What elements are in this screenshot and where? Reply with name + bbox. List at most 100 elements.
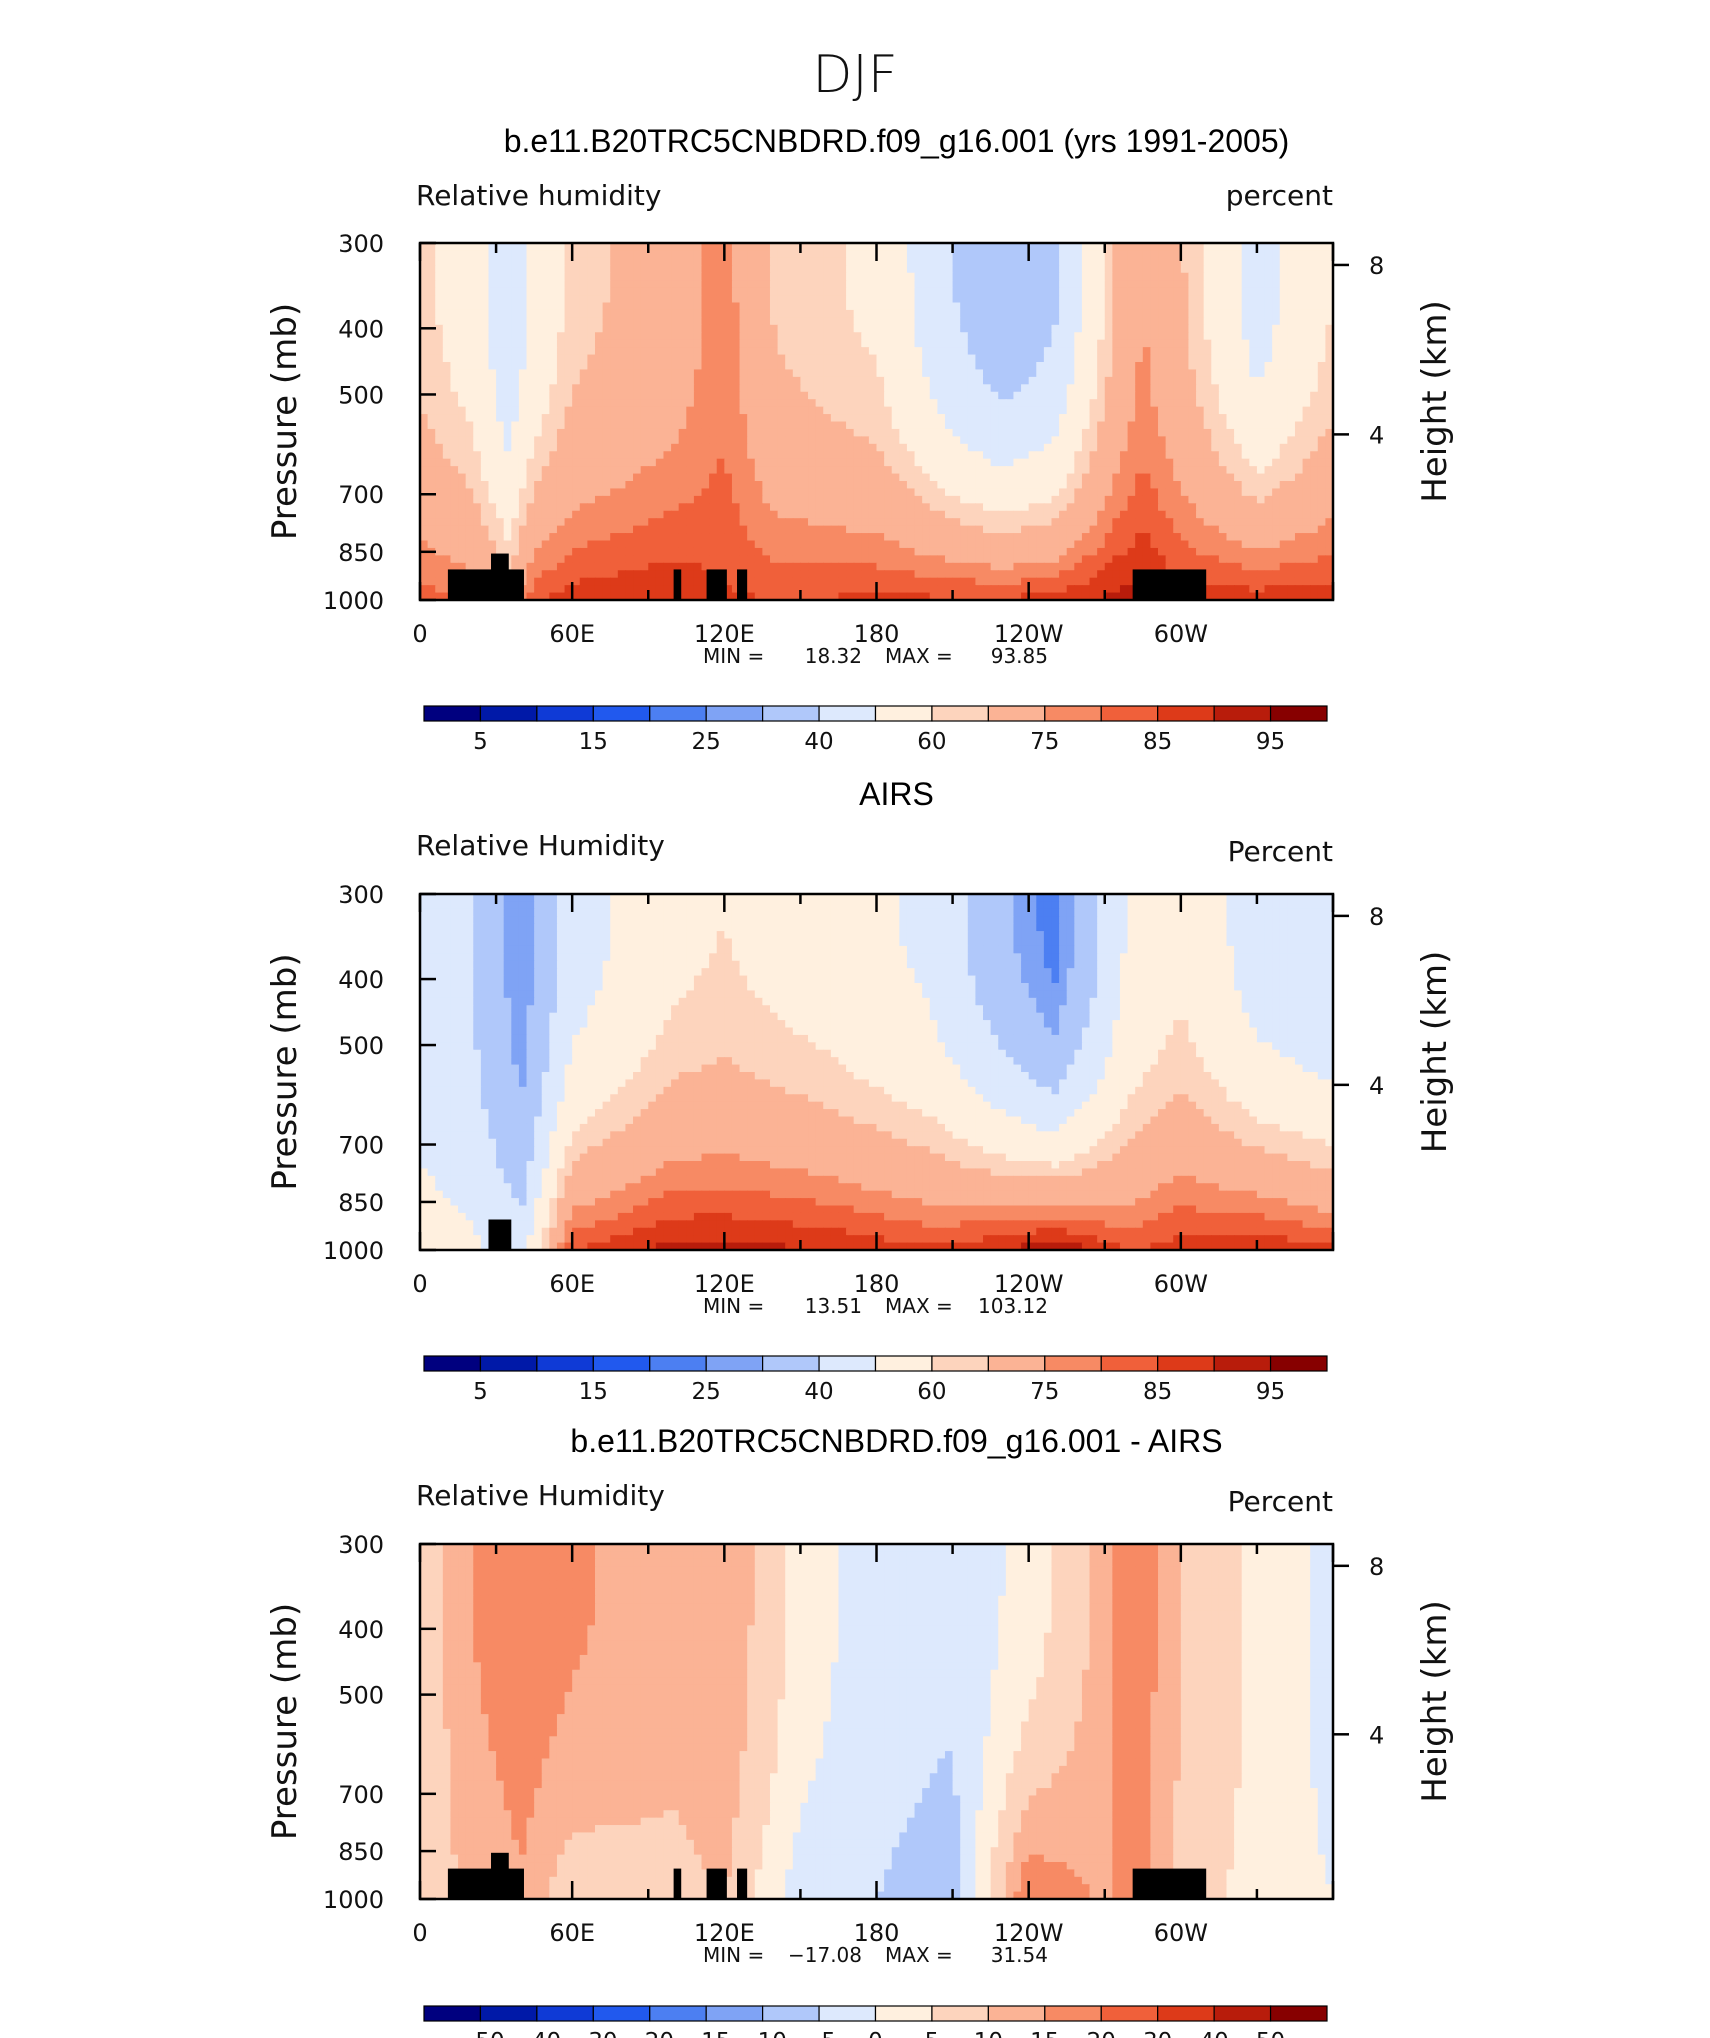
y-tick-label: 400: [338, 1616, 384, 1644]
y-tick-label: 850: [338, 1189, 384, 1217]
colorbar: 5 15 25 40 60 75 85 95: [423, 705, 1328, 755]
colorbar-swatch: [536, 1355, 594, 1372]
x-tick-label: 60E: [549, 1270, 595, 1298]
y-tick-label: 300: [338, 230, 384, 258]
colorbar-swatch: [479, 2005, 538, 2022]
min-label: MIN =: [703, 644, 764, 668]
colorbar-label: 15: [579, 1379, 608, 1405]
colorbar-label: 40: [804, 1379, 833, 1405]
x-tick-label: 120E: [694, 620, 755, 648]
variable-label: Relative Humidity: [416, 829, 665, 862]
colorbar-swatch: [818, 1355, 877, 1372]
colorbar-swatch: [1044, 2005, 1102, 2022]
x-tick-label: 60E: [549, 1919, 595, 1947]
y-axis-right-title: Height (km): [1415, 1600, 1455, 1803]
colorbar-swatch: [423, 2005, 482, 2022]
colorbar-label: −5: [802, 2029, 836, 2038]
colorbar-swatch: [479, 705, 538, 722]
variable-label: Relative humidity: [416, 179, 661, 212]
colorbar-swatch: [874, 2005, 933, 2022]
colorbar-label: 25: [692, 1379, 721, 1405]
panel-title: AIRS: [859, 776, 934, 812]
colorbar-label: 85: [1143, 729, 1172, 755]
colorbar-swatch: [423, 705, 482, 722]
x-tick-label: 0: [412, 620, 427, 648]
y-tick-label: 1000: [323, 1886, 384, 1914]
contour-field: [420, 894, 1334, 1251]
colorbar-swatch: [423, 1355, 482, 1372]
colorbar-swatch: [987, 2005, 1046, 2022]
units-label: Percent: [1228, 1485, 1333, 1518]
variable-label: Relative Humidity: [416, 1479, 665, 1512]
colorbar-swatch: [1269, 1355, 1328, 1372]
colorbar-label: 20: [1087, 2029, 1116, 2038]
colorbar-swatch: [1157, 2005, 1215, 2022]
y-tick-label: 300: [338, 1531, 384, 1559]
colorbar-label: 15: [579, 729, 608, 755]
panel-title: b.e11.B20TRC5CNBDRD.f09_g16.001 - AIRS: [570, 1423, 1222, 1459]
colorbar-swatch: [649, 1355, 707, 1372]
x-tick-label: 120E: [694, 1919, 755, 1947]
colorbar-swatch: [1213, 1355, 1272, 1372]
colorbar-label: 5: [925, 2029, 940, 2038]
y-tick-label: 300: [338, 881, 384, 909]
y-tick-label: 1000: [323, 1237, 384, 1265]
max-value: 93.85: [991, 644, 1048, 668]
min-label: MIN =: [703, 1294, 764, 1318]
min-value: 13.51: [805, 1294, 862, 1318]
colorbar-swatch: [1044, 1355, 1102, 1372]
min-label: MIN =: [703, 1943, 764, 1967]
colorbar: 5 15 25 40 60 75 85 95: [423, 1355, 1328, 1405]
colorbar-label: 25: [692, 729, 721, 755]
colorbar-label: 15: [1030, 2029, 1059, 2038]
colorbar-swatch: [592, 705, 651, 722]
x-tick-label: 0: [412, 1270, 427, 1298]
colorbar-swatch: [536, 2005, 594, 2022]
colorbar-label: −50: [456, 2029, 505, 2038]
colorbar-swatch: [1157, 705, 1215, 722]
x-tick-label: 180: [854, 1270, 900, 1298]
colorbar-label: 0: [868, 2029, 883, 2038]
colorbar-label: 75: [1030, 1379, 1059, 1405]
y-axis-right-title: Height (km): [1415, 951, 1455, 1154]
colorbar-swatch: [649, 2005, 707, 2022]
colorbar-swatch: [649, 705, 707, 722]
colorbar-label: 85: [1143, 1379, 1172, 1405]
colorbar-swatch: [1213, 705, 1272, 722]
y-tick-label: 700: [338, 481, 384, 509]
colorbar-label: 50: [1256, 2029, 1285, 2038]
height-tick-label: 8: [1369, 903, 1384, 931]
colorbar-swatch: [987, 1355, 1046, 1372]
y-axis-title: Pressure (mb): [265, 953, 305, 1190]
contour-field: [420, 243, 1334, 601]
colorbar-swatch: [762, 2005, 820, 2022]
x-tick-label: 120W: [994, 1270, 1064, 1298]
x-tick-label: 60W: [1154, 1919, 1208, 1947]
colorbar-label: 60: [917, 729, 946, 755]
y-axis-title: Pressure (mb): [265, 303, 305, 540]
colorbar-swatch: [818, 705, 877, 722]
colorbar-swatch: [1044, 705, 1102, 722]
y-tick-label: 400: [338, 315, 384, 343]
colorbar-swatch: [1269, 2005, 1328, 2022]
colorbar-swatch: [592, 2005, 651, 2022]
colorbar-swatch: [931, 705, 989, 722]
colorbar-swatch: [874, 705, 933, 722]
colorbar: −50−40−30−20−15−10−505101520304050: [423, 2005, 1328, 2038]
x-tick-label: 60W: [1154, 1270, 1208, 1298]
colorbar-label: −30: [569, 2029, 618, 2038]
colorbar-label: 30: [1143, 2029, 1172, 2038]
colorbar-swatch: [536, 705, 594, 722]
panel-title: b.e11.B20TRC5CNBDRD.f09_g16.001 (yrs 199…: [504, 123, 1290, 159]
units-label: percent: [1226, 179, 1333, 212]
terrain-mask: [447, 553, 1207, 600]
colorbar-swatch: [479, 1355, 538, 1372]
x-tick-label: 180: [854, 1919, 900, 1947]
panel-3: b.e11.B20TRC5CNBDRD.f09_g16.001 - AIRS Re…: [265, 1423, 1455, 2038]
height-tick-label: 4: [1369, 1072, 1384, 1100]
colorbar-swatch: [1213, 2005, 1272, 2022]
colorbar-label: 75: [1030, 729, 1059, 755]
colorbar-swatch: [762, 1355, 820, 1372]
y-tick-label: 500: [338, 1682, 384, 1710]
